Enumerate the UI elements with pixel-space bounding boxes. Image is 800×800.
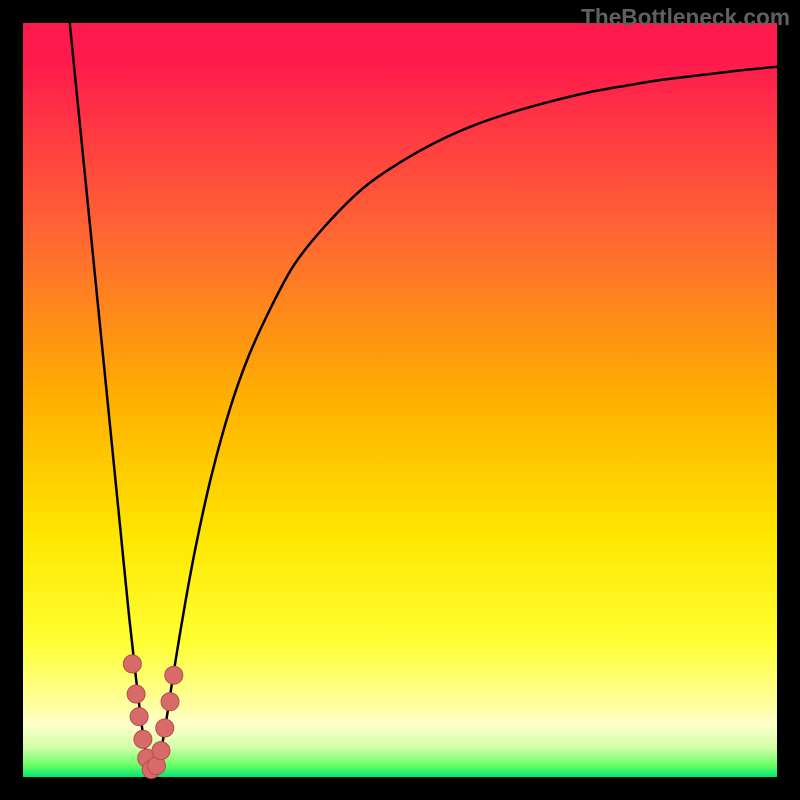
highlight-marker — [165, 666, 183, 684]
chart-svg — [0, 0, 800, 800]
highlight-marker — [161, 693, 179, 711]
highlight-marker — [123, 655, 141, 673]
highlight-marker — [134, 730, 152, 748]
highlight-marker — [152, 742, 170, 760]
highlight-marker — [156, 719, 174, 737]
highlight-marker — [127, 685, 145, 703]
watermark-text: TheBottleneck.com — [581, 4, 790, 31]
bottleneck-chart: TheBottleneck.com — [0, 0, 800, 800]
highlight-marker — [130, 708, 148, 726]
